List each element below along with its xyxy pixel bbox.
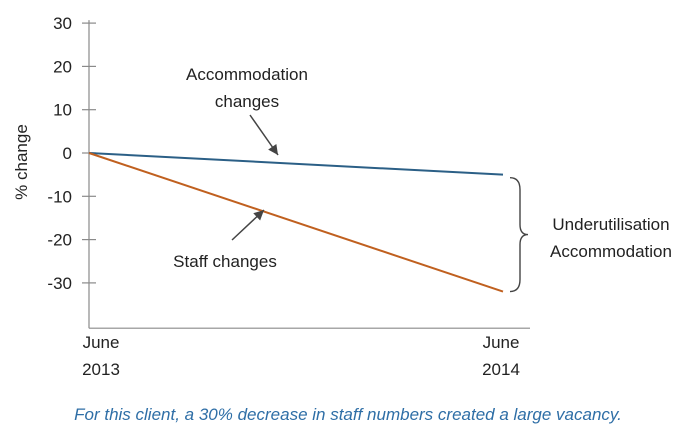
y-tick-label: -10 <box>47 187 72 206</box>
y-tick-label: -30 <box>47 274 72 293</box>
accommodation-annotation: changes <box>215 92 279 111</box>
gap-annotation: Underutilisation <box>552 215 669 234</box>
x-tick-label: June <box>83 333 120 352</box>
axes <box>88 20 530 329</box>
y-tick-label: 0 <box>63 144 72 163</box>
gap-annotation: Accommodation <box>550 242 672 261</box>
accommodation-annotation: Accommodation <box>186 65 308 84</box>
x-tick-label: 2014 <box>482 360 520 379</box>
staff-arrow <box>231 209 265 241</box>
staff-annotation: Staff changes <box>173 252 277 271</box>
accommodation-arrow <box>249 114 279 156</box>
series-lines <box>88 152 504 293</box>
x-tick-label: 2013 <box>82 360 120 379</box>
y-tick-label: 20 <box>53 57 72 76</box>
y-tick-label: -20 <box>47 231 72 250</box>
staff-line <box>88 152 504 293</box>
x-tick-labels: June 2013 June 2014 <box>82 333 520 379</box>
y-tick-label: 30 <box>53 14 72 33</box>
y-tick-label: 10 <box>53 101 72 120</box>
x-tick-label: June <box>483 333 520 352</box>
accommodation-line <box>88 152 504 176</box>
y-axis-label: % change <box>12 124 31 200</box>
y-ticks: 30 20 10 0 -10 -20 -30 <box>47 14 96 293</box>
annotations: Accommodation changes Staff changes Underut… <box>173 65 672 293</box>
gap-brace <box>509 176 529 293</box>
chart-caption: For this client, a 30% decrease in staff… <box>74 405 622 424</box>
